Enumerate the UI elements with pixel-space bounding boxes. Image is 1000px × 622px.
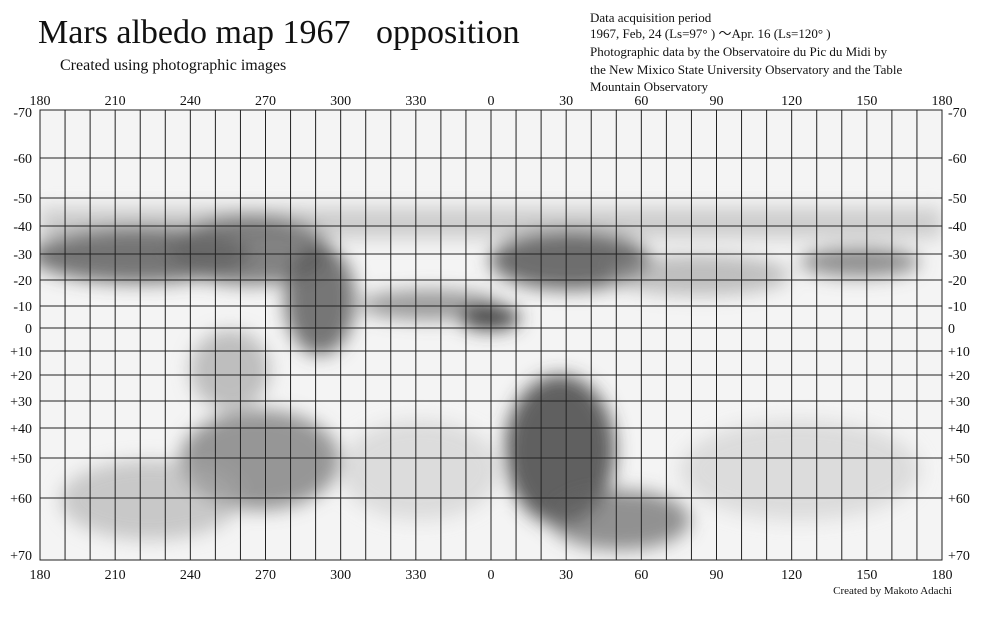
latitude-label: +40 <box>10 422 32 437</box>
longitude-label: 210 <box>105 568 126 583</box>
longitude-label: 150 <box>856 94 877 109</box>
latitude-label: -60 <box>13 152 32 167</box>
latitude-label: +50 <box>10 452 32 467</box>
latitude-label: +30 <box>10 395 32 410</box>
longitude-label: 90 <box>710 568 724 583</box>
latitude-label: -10 <box>948 300 967 315</box>
latitude-label: -70 <box>948 106 967 121</box>
latitude-label: +60 <box>10 492 32 507</box>
longitude-label: 300 <box>330 94 351 109</box>
longitude-label: 180 <box>30 94 51 109</box>
info-line: Data acquisition period <box>590 10 712 25</box>
longitude-label: 270 <box>255 568 276 583</box>
title: Mars albedo map 1967 opposition <box>38 14 520 51</box>
latitude-label: -30 <box>948 248 967 263</box>
latitude-label: +30 <box>948 395 970 410</box>
credit: Created by Makoto Adachi <box>833 585 952 597</box>
longitude-label: 210 <box>105 94 126 109</box>
latitude-label: +60 <box>948 492 970 507</box>
info-line: Photographic data by the Observatoire du… <box>590 44 888 59</box>
latitude-label: +70 <box>948 549 970 564</box>
longitude-label: 60 <box>634 568 648 583</box>
longitude-label: 240 <box>180 568 201 583</box>
longitude-label: 90 <box>710 94 724 109</box>
latitude-label: -70 <box>13 106 32 121</box>
info-line: the New Mixico State University Observat… <box>590 62 902 77</box>
longitude-label: 120 <box>781 568 802 583</box>
latitude-label: -40 <box>13 220 32 235</box>
latitude-label: +50 <box>948 452 970 467</box>
latitude-label: +10 <box>10 345 32 360</box>
latitude-label: -40 <box>948 220 967 235</box>
latitude-label: +40 <box>948 422 970 437</box>
latitude-label: 0 <box>948 322 955 337</box>
latitude-label: +20 <box>948 369 970 384</box>
longitude-label: 270 <box>255 94 276 109</box>
latitude-label: -30 <box>13 248 32 263</box>
latitude-label: +10 <box>948 345 970 360</box>
longitude-label: 0 <box>488 94 495 109</box>
latitude-label: -20 <box>13 274 32 289</box>
latitude-label: 0 <box>25 322 32 337</box>
longitude-label: 60 <box>634 94 648 109</box>
map-border <box>39 109 943 561</box>
longitude-label: 300 <box>330 568 351 583</box>
graticule <box>39 110 943 560</box>
longitude-label: 330 <box>405 94 426 109</box>
latitude-label: -10 <box>13 300 32 315</box>
longitude-label: 180 <box>932 568 953 583</box>
subtitle: Created using photographic images <box>60 57 286 74</box>
longitude-label: 30 <box>559 568 573 583</box>
longitude-label: 150 <box>856 568 877 583</box>
longitude-label: 120 <box>781 94 802 109</box>
latitude-label: -50 <box>948 192 967 207</box>
latitude-label: +20 <box>10 369 32 384</box>
longitude-label: 330 <box>405 568 426 583</box>
latitude-label: -50 <box>13 192 32 207</box>
longitude-label: 240 <box>180 94 201 109</box>
longitude-label: 0 <box>488 568 495 583</box>
longitude-label: 180 <box>30 568 51 583</box>
info-line: Mountain Observatory <box>590 79 709 94</box>
latitude-label: -60 <box>948 152 967 167</box>
info-line: 1967, Feb, 24 (Ls=97° ) ～Apr. 16 (Ls=120… <box>590 26 831 41</box>
longitude-label: 180 <box>932 94 953 109</box>
longitude-label: 30 <box>559 94 573 109</box>
latitude-label: +70 <box>10 549 32 564</box>
latitude-label: -20 <box>948 274 967 289</box>
